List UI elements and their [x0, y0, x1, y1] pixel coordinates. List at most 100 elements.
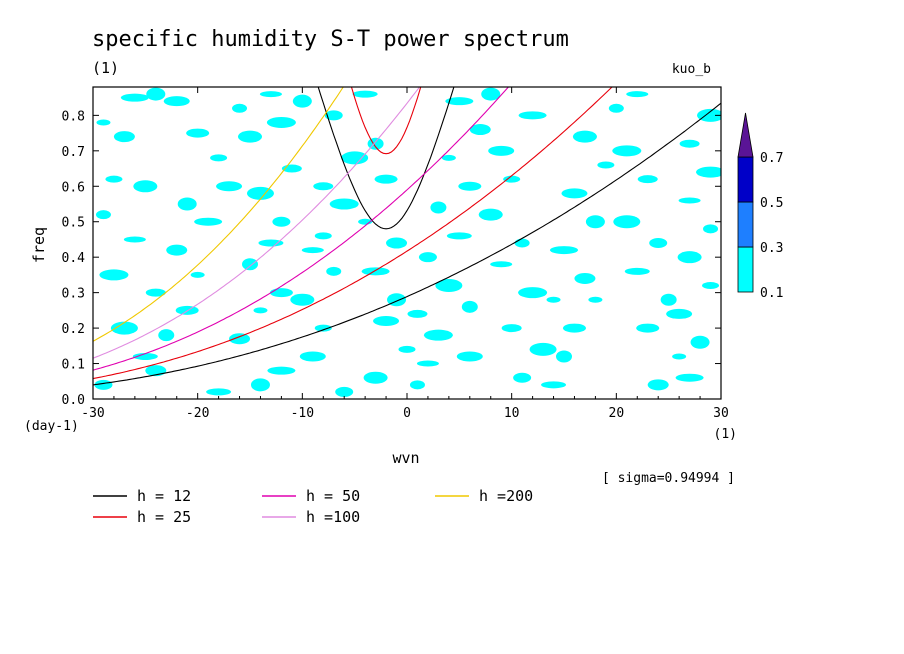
contour-patch: [441, 154, 456, 161]
colorbar-swatch: [737, 246, 754, 293]
contour-patch: [626, 91, 649, 98]
contour-patch: [666, 308, 693, 319]
x-tick-label: 20: [609, 406, 625, 421]
contour-patch: [612, 145, 642, 157]
chart-title: specific humidity S-T power spectrum: [92, 27, 569, 52]
y-axis-units: (day-1): [24, 419, 79, 434]
contour-patch: [398, 345, 416, 353]
y-tick-label: 0.5: [62, 216, 85, 231]
contour-patch: [132, 352, 158, 360]
contour-patch: [703, 224, 719, 234]
contour-patch: [177, 197, 197, 211]
contour-patch: [314, 232, 332, 240]
contour-patch: [608, 103, 624, 113]
contour-patch: [678, 197, 701, 204]
contour-patch: [556, 350, 572, 363]
contour-patch: [585, 215, 605, 229]
contour-patch: [541, 381, 567, 389]
contour-patch: [613, 215, 641, 229]
units-label: (1): [92, 59, 119, 77]
contour-patch: [418, 252, 437, 263]
contour-patch: [206, 388, 232, 396]
x-tick-label: -10: [291, 406, 314, 421]
dispersion-curve: [93, 87, 421, 359]
contour-patch: [702, 282, 720, 290]
contour-patch: [675, 373, 704, 382]
contour-patch: [301, 247, 324, 254]
contour-patch: [461, 300, 478, 313]
case-label: kuo_b: [672, 62, 711, 77]
contour-patch: [329, 198, 359, 210]
contour-patch: [696, 166, 721, 178]
contour-patch: [562, 323, 586, 333]
contour-patch: [374, 174, 398, 184]
colorbar-label: 0.5: [760, 196, 783, 211]
contour-patch: [660, 293, 677, 306]
contour-patch: [445, 97, 474, 106]
contour-patch: [677, 251, 702, 264]
contour-patch: [242, 258, 258, 271]
contour-patch: [386, 237, 408, 249]
colorbar: 0.1 0.3 0.5 0.7: [737, 112, 783, 301]
contour-patch: [352, 90, 378, 98]
contour-patch: [679, 139, 700, 148]
contour-patch: [416, 360, 439, 367]
contour-patch: [313, 182, 334, 191]
contour-patch: [259, 91, 282, 98]
contour-patch: [446, 232, 472, 240]
contour-patch: [561, 188, 588, 199]
colorbar-extend-triangle: [737, 112, 754, 158]
contour-patch: [636, 323, 660, 333]
contour-patch: [409, 380, 425, 390]
y-tick-label: 0.0: [62, 393, 85, 408]
contour-patch: [232, 103, 248, 113]
legend: h = 12 h = 25 h = 50 h =100 h =200: [93, 487, 533, 526]
contour-patch: [190, 271, 205, 278]
contour-patch: [529, 342, 557, 356]
y-tick-label: 0.7: [62, 145, 85, 160]
contour-patch: [588, 296, 603, 303]
contour-patch: [110, 321, 138, 335]
legend-label: h = 50: [306, 487, 360, 505]
contour-patch: [120, 93, 149, 102]
dispersion-curve: [317, 87, 455, 230]
contour-patch: [478, 208, 503, 221]
colorbar-swatch: [737, 201, 754, 248]
colorbar-label: 0.1: [760, 286, 783, 301]
sigma-label: [ sigma=0.94994 ]: [602, 471, 735, 486]
legend-label: h =100: [306, 508, 360, 526]
contour-patch: [113, 131, 135, 143]
contour-patch: [105, 175, 123, 183]
y-tick-label: 0.3: [62, 287, 85, 302]
contour-patch: [456, 351, 483, 362]
dispersion-curves: [93, 87, 721, 386]
y-tick-label: 0.6: [62, 180, 85, 195]
colorbar-label: 0.7: [760, 151, 783, 166]
contour-patch: [518, 287, 548, 299]
contour-patch: [99, 269, 129, 281]
x-tick-label: 30: [713, 406, 729, 421]
contour-patch: [229, 333, 251, 345]
contour-patch: [490, 261, 513, 268]
contour-patch: [501, 324, 522, 333]
contour-patch: [314, 324, 332, 332]
contour-patch: [514, 238, 530, 248]
contour-patch: [481, 87, 501, 101]
y-tick-label: 0.4: [62, 251, 86, 266]
contour-patch: [163, 96, 190, 107]
contour-patch: [430, 201, 447, 214]
x-tick-label: 10: [504, 406, 520, 421]
contour-patch: [435, 279, 463, 293]
contour-patch: [572, 130, 597, 143]
contour-patch: [186, 128, 210, 138]
contour-patch: [341, 151, 369, 165]
contour-patch: [597, 161, 615, 169]
contour-patch: [145, 288, 166, 297]
contour-patch: [238, 130, 262, 143]
contour-patch: [550, 246, 578, 255]
contour-patch: [292, 94, 312, 108]
y-tick-label: 0.8: [62, 109, 85, 124]
dispersion-curve: [93, 87, 613, 380]
contour-patch: [373, 316, 400, 326]
contour-patch: [272, 216, 291, 227]
